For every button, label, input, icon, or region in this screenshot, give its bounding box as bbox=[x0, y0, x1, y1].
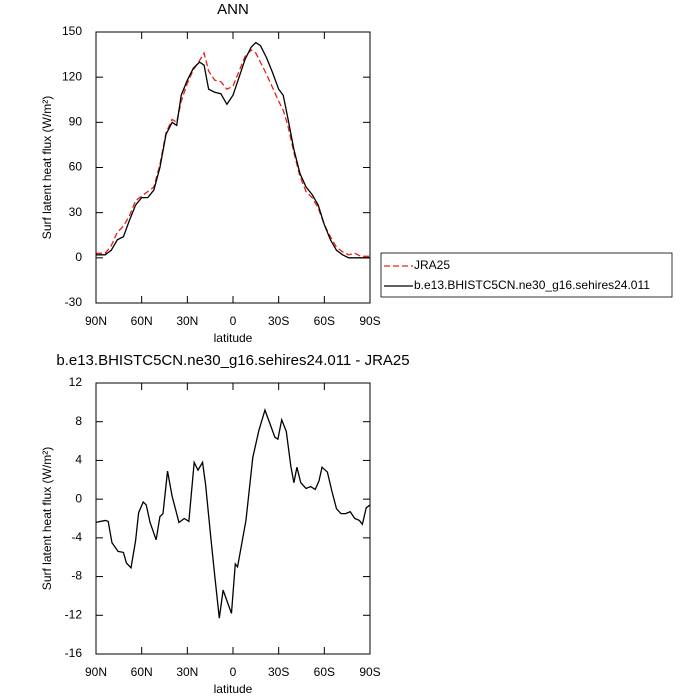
series-line bbox=[95, 408, 371, 619]
legend-label: b.e13.BHISTC5CN.ne30_g16.sehires24.011 bbox=[414, 278, 650, 292]
x-tick-label: 90S bbox=[359, 314, 380, 328]
y-tick-label: 0 bbox=[75, 250, 82, 264]
y-tick-label: 30 bbox=[69, 205, 83, 219]
y-tick-label: 90 bbox=[69, 115, 83, 129]
y-tick-label: 0 bbox=[75, 491, 82, 505]
y-tick-label: 12 bbox=[69, 375, 83, 389]
x-tick-label: 60N bbox=[131, 314, 153, 328]
plot-frame bbox=[95, 382, 371, 655]
y-axis-label: Surf latent heat flux (W/m²) bbox=[40, 96, 54, 239]
y-tick-label: -4 bbox=[71, 530, 82, 544]
legend-box bbox=[380, 252, 673, 298]
y-tick-label: 120 bbox=[62, 69, 82, 83]
plot-frame bbox=[95, 31, 371, 304]
x-tick-label: 90N bbox=[85, 665, 107, 679]
x-axis-label: latitude bbox=[214, 682, 253, 696]
x-tick-label: 90S bbox=[359, 665, 380, 679]
y-tick-label: 150 bbox=[62, 24, 82, 38]
chart-title: ANN bbox=[217, 1, 249, 18]
x-axis-label: latitude bbox=[214, 331, 253, 345]
x-tick-label: 30N bbox=[176, 665, 198, 679]
x-tick-label: 0 bbox=[230, 665, 237, 679]
y-axis-label: Surf latent heat flux (W/m²) bbox=[40, 447, 54, 590]
x-tick-label: 30S bbox=[268, 314, 289, 328]
x-tick-label: 60S bbox=[314, 665, 335, 679]
x-tick-label: 0 bbox=[230, 314, 237, 328]
y-tick-label: -30 bbox=[65, 295, 83, 309]
x-tick-label: 90N bbox=[85, 314, 107, 328]
x-tick-label: 60S bbox=[314, 314, 335, 328]
y-tick-label: -16 bbox=[65, 646, 83, 660]
y-tick-label: 60 bbox=[69, 160, 83, 174]
y-tick-label: 8 bbox=[75, 414, 82, 428]
legend-label: JRA25 bbox=[414, 258, 450, 272]
x-tick-label: 30S bbox=[268, 665, 289, 679]
series-line bbox=[96, 49, 370, 257]
y-tick-label: 4 bbox=[75, 453, 82, 467]
chart-title: b.e13.BHISTC5CN.ne30_g16.sehires24.011 -… bbox=[56, 352, 409, 369]
series-line bbox=[96, 41, 370, 259]
y-tick-label: -8 bbox=[71, 569, 82, 583]
x-tick-label: 30N bbox=[176, 314, 198, 328]
x-tick-label: 60N bbox=[131, 665, 153, 679]
y-tick-label: -12 bbox=[65, 607, 83, 621]
